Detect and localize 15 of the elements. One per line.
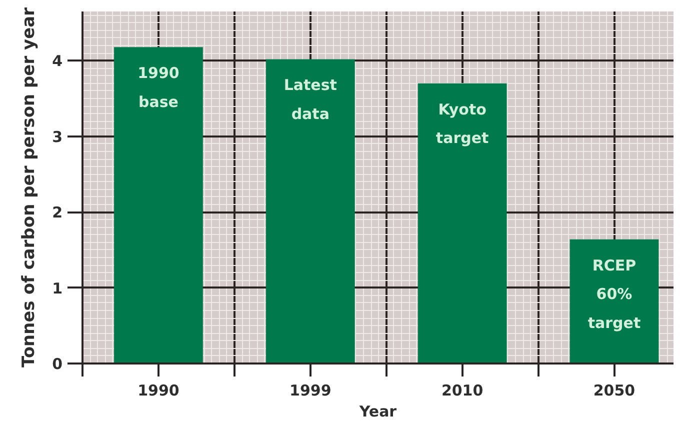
annotation: RCEP 60% target: [588, 256, 641, 332]
x-tick-label: 2010: [441, 382, 484, 400]
x-tick-label: 1990: [138, 382, 180, 400]
y-tick-label: 1: [52, 279, 62, 298]
annotation: 1990 base: [138, 64, 180, 111]
x-axis-title: Year: [358, 402, 398, 420]
annotation: Latest data: [284, 76, 337, 123]
y-tick-label: 3: [52, 128, 62, 146]
x-tick-label: 1999: [290, 382, 332, 400]
y-axis-title: Tonnes of carbon per person per year: [19, 6, 40, 368]
y-tick-label: 4: [52, 52, 62, 70]
y-tick-label: 2: [52, 204, 62, 222]
x-tick-label: 2050: [593, 382, 636, 400]
annotation: Kyoto target: [436, 100, 489, 148]
y-tick-label: 0: [52, 355, 62, 373]
